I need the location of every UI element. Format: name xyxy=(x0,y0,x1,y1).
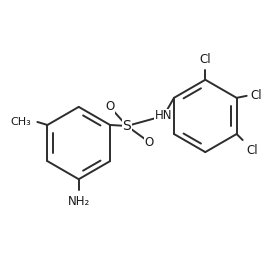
Text: Cl: Cl xyxy=(251,89,262,102)
Text: Cl: Cl xyxy=(199,53,211,66)
Text: Cl: Cl xyxy=(247,144,258,157)
Text: S: S xyxy=(122,119,131,133)
Text: CH₃: CH₃ xyxy=(11,117,31,127)
Text: NH₂: NH₂ xyxy=(68,195,90,208)
Text: HN: HN xyxy=(155,110,172,122)
Text: O: O xyxy=(105,100,115,113)
Text: O: O xyxy=(144,135,154,149)
